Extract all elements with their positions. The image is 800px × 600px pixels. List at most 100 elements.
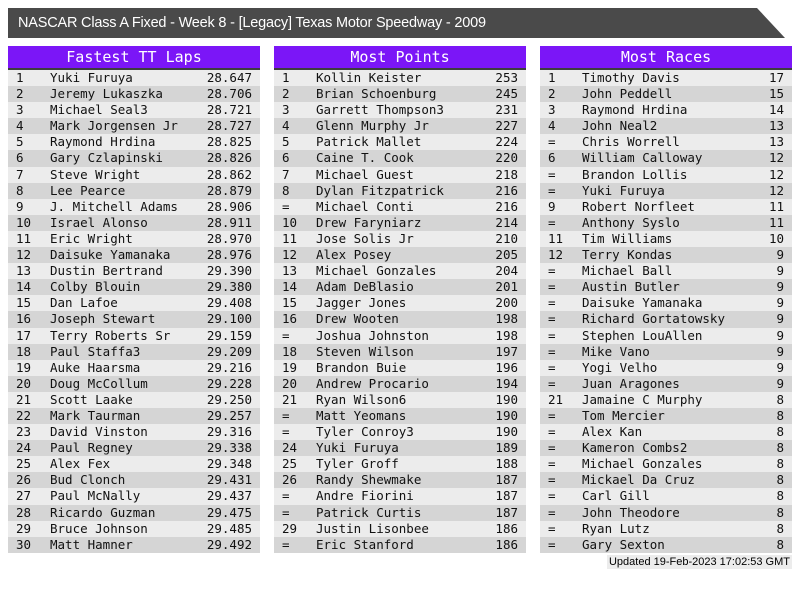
value-cell: 13: [768, 118, 784, 134]
driver-name-cell: Jagger Jones: [316, 295, 407, 311]
rank-cell: =: [282, 536, 290, 552]
value-cell: 14: [768, 102, 784, 118]
rank-cell: 11: [282, 230, 298, 246]
table-row: 6 Gary Czlapinski 28.826: [8, 150, 260, 167]
rank-cell: 14: [16, 279, 32, 295]
value-cell: 8: [776, 424, 784, 440]
rank-cell: 2: [548, 86, 556, 102]
value-cell: 189: [495, 440, 518, 456]
table-row: = Gary Sexton 8: [540, 536, 792, 553]
table-row: = Eric Stanford 186: [274, 536, 526, 553]
driver-name-cell: Raymond Hrdina: [582, 102, 688, 118]
rank-cell: 18: [16, 343, 32, 359]
driver-name-cell: Drew Wooten: [316, 311, 399, 327]
value-cell: 187: [495, 472, 518, 488]
driver-name-cell: Joshua Johnston: [316, 327, 429, 343]
table-row: 6 Caine T. Cook 220: [274, 150, 526, 167]
driver-name-cell: Gary Czlapinski: [50, 150, 163, 166]
table-row: 22 Mark Taurman 29.257: [8, 407, 260, 425]
rank-cell: 9: [548, 198, 556, 214]
value-cell: 190: [495, 407, 518, 423]
value-cell: 29.216: [206, 359, 252, 375]
table-row: 18 Paul Staffa3 29.209: [8, 343, 260, 360]
driver-name-cell: Paul McNally: [50, 488, 141, 504]
leaderboard-most-points: Most Points 1 Kollin Keister 253 2 Brian Sch…: [274, 46, 526, 553]
value-cell: 29.492: [206, 536, 252, 552]
value-cell: 12: [768, 166, 784, 182]
rank-cell: =: [548, 504, 556, 520]
value-cell: 28.976: [206, 247, 252, 263]
board-header-most-races: Most Races: [540, 46, 792, 70]
driver-name-cell: David Vinston: [50, 424, 148, 440]
table-row: 8 Lee Pearce 28.879: [8, 182, 260, 199]
rank-cell: 29: [16, 520, 32, 536]
table-row: 29 Justin Lisonbee 186: [274, 520, 526, 537]
value-cell: 227: [495, 118, 518, 134]
table-row: = Michael Gonzales 8: [540, 456, 792, 473]
rank-cell: 25: [16, 456, 32, 472]
value-cell: 190: [495, 424, 518, 440]
table-row: 6 William Calloway 12: [540, 150, 792, 167]
value-cell: 10: [768, 230, 784, 246]
driver-name-cell: Tyler Conroy3: [316, 424, 414, 440]
value-cell: 186: [495, 520, 518, 536]
table-row: 21 Scott Laake 29.250: [8, 391, 260, 408]
page-title: NASCAR Class A Fixed - Week 8 - [Legacy]…: [18, 15, 486, 31]
value-cell: 8: [776, 407, 784, 423]
value-cell: 29.100: [206, 311, 252, 327]
driver-name-cell: Yuki Furuya: [50, 70, 133, 85]
rank-cell: 1: [282, 70, 290, 85]
board-header-fastest-tt-laps: Fastest TT Laps: [8, 46, 260, 70]
table-row: 26 Randy Shewmake 187: [274, 472, 526, 489]
value-cell: 29.348: [206, 456, 252, 472]
rank-cell: 8: [282, 182, 290, 198]
rank-cell: 4: [282, 118, 290, 134]
value-cell: 13: [768, 134, 784, 150]
rank-cell: 5: [16, 134, 24, 150]
table-row: 15 Dan Lafoe 29.408: [8, 295, 260, 312]
driver-name-cell: Terry Kondas: [582, 247, 673, 263]
table-row: 18 Steven Wilson 197: [274, 343, 526, 360]
value-cell: 29.250: [206, 391, 252, 407]
driver-name-cell: Patrick Mallet: [316, 134, 422, 150]
value-cell: 11: [768, 198, 784, 214]
driver-name-cell: Israel Alonso: [50, 214, 148, 230]
driver-name-cell: Matt Hamner: [50, 536, 133, 552]
rank-cell: =: [548, 488, 556, 504]
rank-cell: 12: [548, 247, 564, 263]
driver-name-cell: Stephen LouAllen: [582, 327, 703, 343]
value-cell: 29.437: [206, 488, 252, 504]
driver-name-cell: Terry Roberts Sr: [50, 327, 171, 343]
value-cell: 8: [776, 440, 784, 456]
board-rows-most-points: 1 Kollin Keister 253 2 Brian Schoenburg 245 3 G…: [274, 70, 526, 553]
table-row: 1 Timothy Davis 17: [540, 70, 792, 87]
value-cell: 201: [495, 279, 518, 295]
driver-name-cell: Kameron Combs2: [582, 440, 688, 456]
rank-cell: 18: [282, 343, 298, 359]
value-cell: 198: [495, 327, 518, 343]
driver-name-cell: Mark Taurman: [50, 407, 141, 423]
rank-cell: =: [548, 166, 556, 182]
table-row: 9 J. Mitchell Adams 28.906: [8, 198, 260, 215]
driver-name-cell: Dan Lafoe: [50, 295, 118, 311]
rank-cell: =: [282, 198, 290, 214]
table-row: 12 Alex Posey 205: [274, 247, 526, 264]
driver-name-cell: Robert Norfleet: [582, 198, 695, 214]
driver-name-cell: Scott Laake: [50, 391, 133, 407]
table-row: 11 Eric Wright 28.970: [8, 230, 260, 248]
driver-name-cell: Patrick Curtis: [316, 504, 422, 520]
value-cell: 29.390: [206, 263, 252, 279]
table-row: 8 Dylan Fitzpatrick 216: [274, 182, 526, 199]
driver-name-cell: Randy Shewmake: [316, 472, 422, 488]
table-row: 28 Ricardo Guzman 29.475: [8, 504, 260, 521]
driver-name-cell: Michael Conti: [316, 198, 414, 214]
driver-name-cell: Daisuke Yamanaka: [582, 295, 703, 311]
value-cell: 8: [776, 391, 784, 407]
rank-cell: 3: [548, 102, 556, 118]
value-cell: 245: [495, 86, 518, 102]
driver-name-cell: Anthony Syslo: [582, 214, 680, 230]
rank-cell: =: [548, 375, 556, 391]
value-cell: 28.727: [206, 118, 252, 134]
rank-cell: 21: [16, 391, 32, 407]
driver-name-cell: John Theodore: [582, 504, 680, 520]
